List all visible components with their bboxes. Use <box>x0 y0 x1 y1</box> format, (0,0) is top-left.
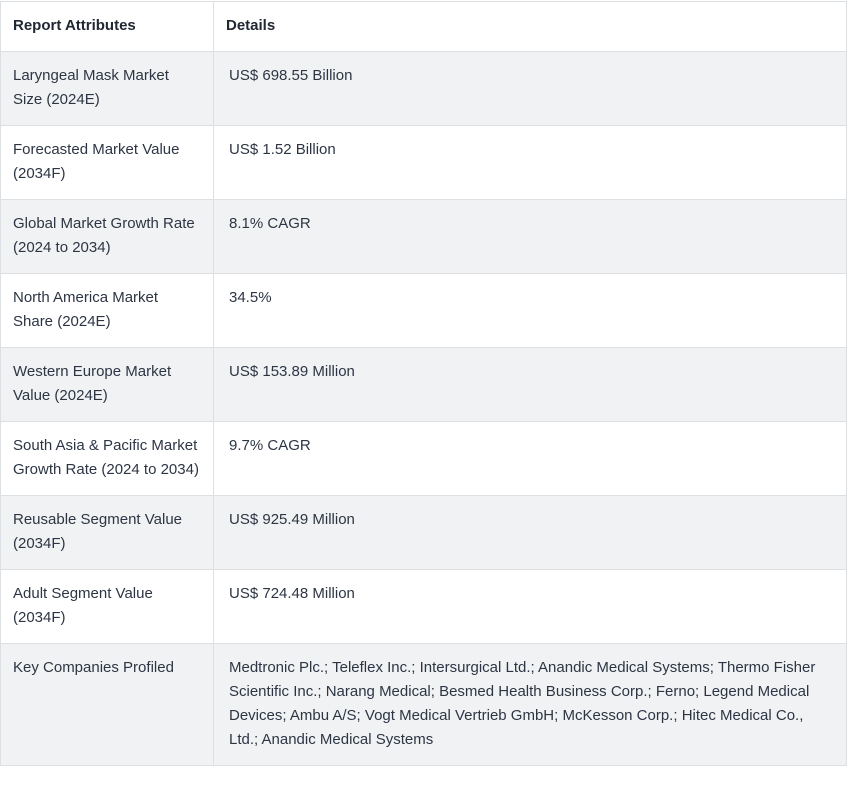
header-cell-report-attributes: Report Attributes <box>0 1 214 52</box>
attribute-cell: Western Europe Market Value (2024E) <box>0 347 214 422</box>
details-cell: 8.1% CAGR <box>213 199 847 274</box>
attribute-cell: Global Market Growth Rate (2024 to 2034) <box>0 199 214 274</box>
table-row: South Asia & Pacific Market Growth Rate … <box>0 421 847 496</box>
details-cell: 9.7% CAGR <box>213 421 847 496</box>
report-summary-section: Report Attributes Details Laryngeal Mask… <box>0 1 847 766</box>
report-attributes-table: Report Attributes Details Laryngeal Mask… <box>0 1 847 766</box>
details-cell: US$ 925.49 Million <box>213 495 847 570</box>
table-row: Adult Segment Value (2034F) US$ 724.48 M… <box>0 569 847 644</box>
attribute-cell: Forecasted Market Value (2034F) <box>0 125 214 200</box>
details-cell: Medtronic Plc.; Teleflex Inc.; Intersurg… <box>213 643 847 766</box>
table-row: North America Market Share (2024E) 34.5% <box>0 273 847 348</box>
table-header-row: Report Attributes Details <box>0 1 847 52</box>
table-row: Western Europe Market Value (2024E) US$ … <box>0 347 847 422</box>
attribute-cell: North America Market Share (2024E) <box>0 273 214 348</box>
table-row: Reusable Segment Value (2034F) US$ 925.4… <box>0 495 847 570</box>
details-cell: US$ 724.48 Million <box>213 569 847 644</box>
attribute-cell: South Asia & Pacific Market Growth Rate … <box>0 421 214 496</box>
table-row: Global Market Growth Rate (2024 to 2034)… <box>0 199 847 274</box>
table-body: Laryngeal Mask Market Size (2024E) US$ 6… <box>0 51 847 766</box>
details-cell: US$ 153.89 Million <box>213 347 847 422</box>
details-cell: 34.5% <box>213 273 847 348</box>
table-row: Laryngeal Mask Market Size (2024E) US$ 6… <box>0 51 847 126</box>
attribute-cell: Adult Segment Value (2034F) <box>0 569 214 644</box>
attribute-cell: Reusable Segment Value (2034F) <box>0 495 214 570</box>
details-cell: US$ 1.52 Billion <box>213 125 847 200</box>
table-row: Forecasted Market Value (2034F) US$ 1.52… <box>0 125 847 200</box>
table-row: Key Companies Profiled Medtronic Plc.; T… <box>0 643 847 766</box>
details-cell: US$ 698.55 Billion <box>213 51 847 126</box>
attribute-cell: Key Companies Profiled <box>0 643 214 766</box>
attribute-cell: Laryngeal Mask Market Size (2024E) <box>0 51 214 126</box>
header-cell-details: Details <box>213 1 847 52</box>
table-header: Report Attributes Details <box>0 1 847 52</box>
